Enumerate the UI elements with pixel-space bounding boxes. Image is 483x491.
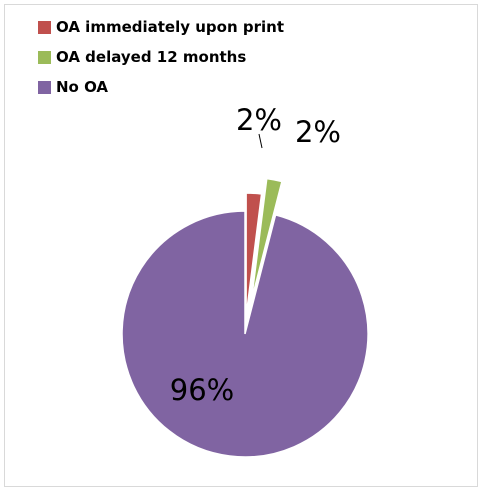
legend-swatch xyxy=(38,20,51,34)
data-label-oa-delayed-12-months: 2% xyxy=(295,115,341,149)
chart-legend: OA immediately upon print OA delayed 12 m… xyxy=(38,18,284,108)
legend-label: OA delayed 12 months xyxy=(56,48,247,66)
pie-slice-no-oa xyxy=(121,210,369,458)
legend-swatch xyxy=(38,50,51,64)
data-label-leader-line xyxy=(258,133,263,149)
legend-label: No OA xyxy=(56,78,109,96)
legend-item-oa-delayed-12-months: OA delayed 12 months xyxy=(38,48,284,66)
legend-label: OA immediately upon print xyxy=(56,18,284,36)
legend-swatch xyxy=(38,80,51,94)
legend-item-no-oa: No OA xyxy=(38,78,284,96)
data-label-no-oa: 96% xyxy=(170,373,234,407)
data-label-oa-immediately-upon-print: 2% xyxy=(236,103,282,137)
legend-item-oa-immediately-upon-print: OA immediately upon print xyxy=(38,18,284,36)
pie-slice-oa-immediately-upon-print xyxy=(245,192,263,317)
pie-slice-oa-delayed-12-months xyxy=(250,177,283,301)
